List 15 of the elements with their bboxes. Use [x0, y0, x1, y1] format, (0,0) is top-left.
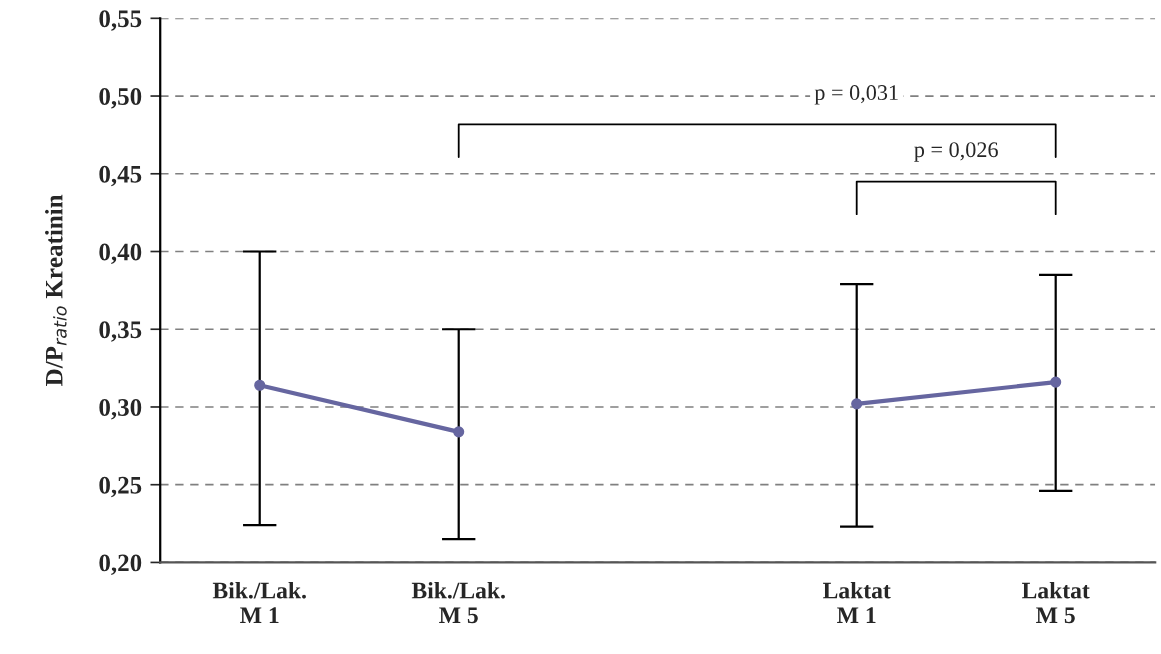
x-tick-label: Laktat M 5	[1021, 581, 1090, 624]
y-tick-label: 0,30	[99, 399, 142, 420]
y-axis-title: D/P$_{ratio}$ Kreatinin	[45, 194, 67, 386]
y-tick-label: 0,50	[99, 88, 142, 109]
x-tick-label: Bik./Lak. M 5	[411, 581, 505, 624]
annotation: p = 0,031	[814, 85, 898, 105]
y-tick-label: 0,55	[99, 10, 142, 31]
x-tick-label: Bik./Lak. M 1	[212, 581, 306, 623]
y-tick-label: 0,25	[99, 476, 142, 498]
y-tick-label: 0,35	[99, 321, 142, 342]
y-tick-label: 0,40	[99, 243, 142, 265]
annotation: p = 0,026	[914, 142, 998, 162]
x-tick-label: Laktat M 1	[823, 581, 891, 623]
y-tick-label: 0,20	[99, 554, 142, 575]
y-tick-label: 0,45	[99, 165, 142, 187]
